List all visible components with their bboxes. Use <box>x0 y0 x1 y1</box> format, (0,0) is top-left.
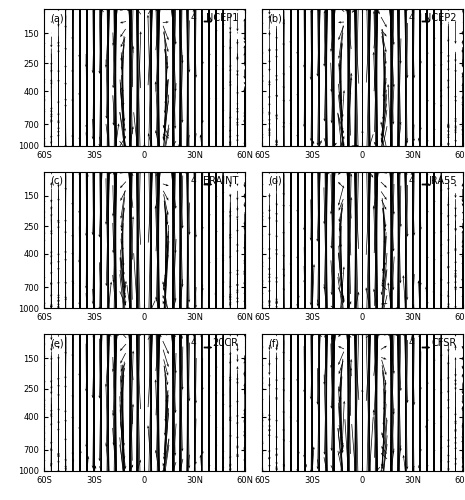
Text: (a): (a) <box>50 13 64 23</box>
Text: (e): (e) <box>50 338 64 348</box>
Text: 4: 4 <box>191 338 196 347</box>
Text: NCEP1: NCEP1 <box>206 13 239 23</box>
Text: 4: 4 <box>409 13 414 22</box>
Text: 20CR: 20CR <box>213 338 239 348</box>
Text: (d): (d) <box>268 176 282 186</box>
Text: (c): (c) <box>50 176 63 186</box>
Text: CFSR: CFSR <box>432 338 457 348</box>
Text: 4: 4 <box>191 176 196 185</box>
Text: (b): (b) <box>268 13 282 23</box>
Text: ERAINT: ERAINT <box>203 176 239 186</box>
Text: 4: 4 <box>409 338 414 347</box>
Text: 4: 4 <box>409 176 414 185</box>
Text: JRA55: JRA55 <box>428 176 457 186</box>
Text: (f): (f) <box>268 338 279 348</box>
Text: NCEP2: NCEP2 <box>424 13 457 23</box>
Text: 4: 4 <box>191 13 196 22</box>
